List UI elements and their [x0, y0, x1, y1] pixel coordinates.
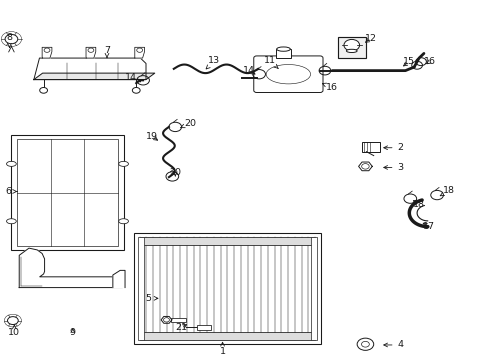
Text: 8: 8: [6, 33, 13, 48]
Polygon shape: [113, 270, 125, 288]
Text: 16: 16: [423, 57, 435, 66]
Bar: [276, 49, 290, 58]
Bar: [138, 237, 143, 339]
Ellipse shape: [6, 219, 16, 224]
Circle shape: [132, 87, 140, 93]
Text: 6: 6: [5, 187, 17, 196]
Bar: [11, 135, 123, 250]
Text: 4: 4: [383, 341, 403, 350]
Polygon shape: [19, 248, 122, 288]
Text: 21: 21: [175, 323, 187, 332]
Text: 5: 5: [144, 294, 158, 303]
Ellipse shape: [276, 47, 290, 51]
Ellipse shape: [119, 161, 128, 166]
Bar: [171, 318, 185, 322]
Bar: [311, 237, 317, 339]
Text: 19: 19: [145, 132, 158, 141]
Text: 9: 9: [70, 328, 76, 337]
Text: 1: 1: [219, 342, 225, 356]
FancyBboxPatch shape: [253, 56, 323, 93]
Circle shape: [343, 40, 359, 51]
Text: 11: 11: [264, 57, 278, 68]
Text: 16: 16: [322, 83, 338, 92]
Circle shape: [163, 318, 169, 322]
Polygon shape: [34, 58, 146, 80]
Text: 18: 18: [412, 200, 424, 209]
Bar: [361, 141, 379, 152]
Text: 13: 13: [206, 57, 220, 69]
Text: 10: 10: [8, 325, 20, 337]
Text: 3: 3: [383, 163, 403, 172]
Text: 15: 15: [403, 57, 414, 66]
Bar: [337, 37, 365, 58]
Circle shape: [356, 338, 373, 350]
Ellipse shape: [119, 219, 128, 224]
Circle shape: [40, 87, 47, 93]
Text: 20: 20: [169, 168, 181, 177]
Ellipse shape: [346, 49, 356, 53]
Text: 20: 20: [181, 119, 196, 128]
Bar: [140, 332, 315, 339]
Text: 12: 12: [365, 34, 377, 43]
Polygon shape: [86, 47, 96, 58]
Text: 17: 17: [422, 222, 434, 231]
Ellipse shape: [6, 161, 16, 166]
Bar: [17, 139, 118, 246]
Text: 2: 2: [383, 143, 403, 152]
Circle shape: [7, 317, 18, 324]
Circle shape: [5, 35, 18, 44]
Polygon shape: [42, 47, 52, 58]
Bar: [134, 233, 321, 344]
Polygon shape: [135, 47, 144, 58]
Bar: [140, 237, 315, 245]
Text: 14: 14: [125, 73, 140, 82]
Text: 18: 18: [439, 186, 454, 196]
Polygon shape: [34, 73, 155, 80]
Text: 14: 14: [243, 66, 255, 75]
Text: 7: 7: [104, 46, 110, 58]
Circle shape: [361, 163, 368, 169]
Bar: [197, 324, 210, 329]
